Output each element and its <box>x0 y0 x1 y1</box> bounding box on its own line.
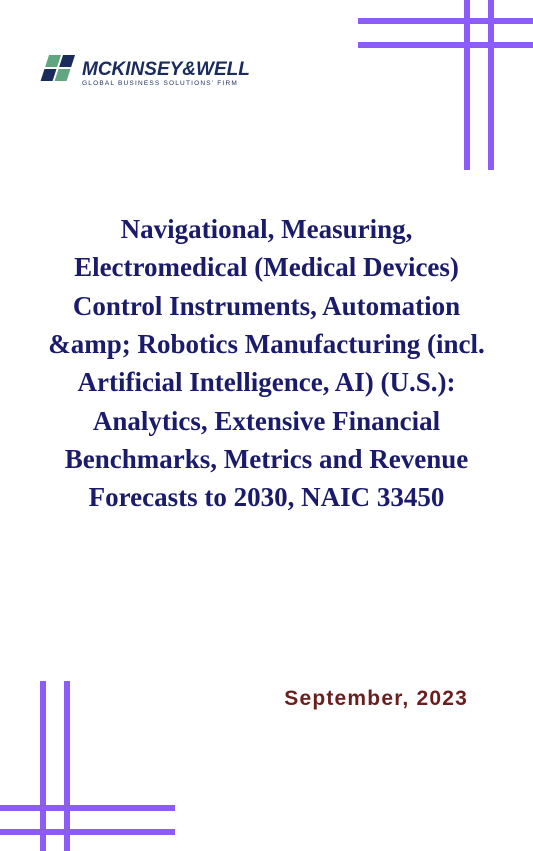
decorative-line <box>488 0 494 170</box>
decorative-line <box>40 681 46 851</box>
decorative-line <box>0 805 175 811</box>
logo-text: MCKINSEY&WELL GLOBAL BUSINESS SOLUTIONS'… <box>82 59 250 87</box>
company-logo: MCKINSEY&WELL GLOBAL BUSINESS SOLUTIONS'… <box>40 52 250 93</box>
decorative-line <box>0 829 175 835</box>
logo-icon <box>40 52 76 93</box>
decorative-line <box>464 0 470 170</box>
logo-tagline: GLOBAL BUSINESS SOLUTIONS' FIRM <box>82 80 250 87</box>
decorative-line <box>358 18 533 24</box>
decorative-line <box>64 681 70 851</box>
logo-company-name: MCKINSEY&WELL <box>82 59 250 81</box>
report-title: Navigational, Measuring, Electromedical … <box>35 210 498 517</box>
decorative-line <box>358 42 533 48</box>
report-date: September, 2023 <box>284 687 468 711</box>
